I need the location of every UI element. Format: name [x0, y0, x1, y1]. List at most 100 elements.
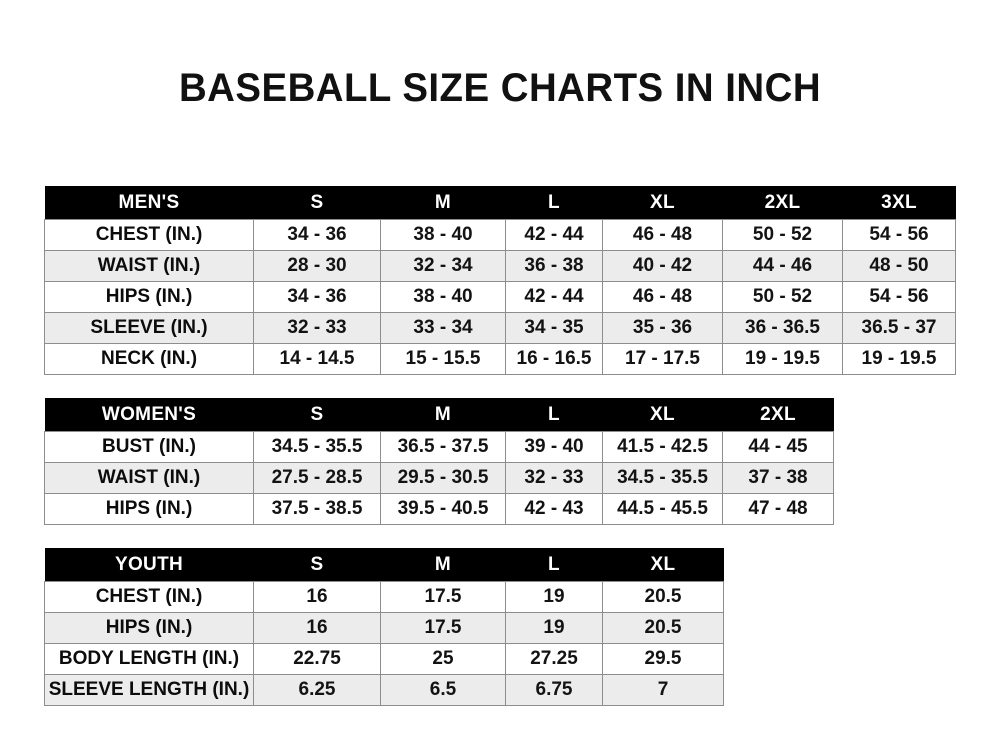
- table-row: BODY LENGTH (IN.) 22.75 25 27.25 29.5: [44, 643, 724, 675]
- womens-column-header-m: M: [380, 398, 506, 432]
- mens-column-header-l: L: [505, 186, 603, 220]
- womens-column-header-2xl: 2XL: [722, 398, 834, 432]
- cell: 32 - 33: [253, 312, 381, 344]
- cell: 41.5 - 42.5: [602, 431, 723, 463]
- cell: 19 - 19.5: [842, 343, 956, 375]
- cell: 54 - 56: [842, 219, 956, 251]
- cell: 20.5: [602, 612, 724, 644]
- mens-header-row: MEN'S S M L XL 2XL 3XL: [44, 186, 956, 220]
- row-label-hips: HIPS (IN.): [44, 612, 254, 644]
- cell: 36 - 36.5: [722, 312, 843, 344]
- mens-column-header-m: M: [380, 186, 506, 220]
- row-label-hips: HIPS (IN.): [44, 281, 254, 313]
- mens-table-name: MEN'S: [44, 186, 254, 220]
- cell: 42 - 44: [505, 219, 603, 251]
- cell: 19 - 19.5: [722, 343, 843, 375]
- row-label-neck: NECK (IN.): [44, 343, 254, 375]
- cell: 35 - 36: [602, 312, 723, 344]
- cell: 34 - 36: [253, 281, 381, 313]
- table-row: HIPS (IN.) 34 - 36 38 - 40 42 - 44 46 - …: [44, 281, 956, 313]
- cell: 6.25: [253, 674, 381, 706]
- cell: 19: [505, 612, 603, 644]
- table-row: HIPS (IN.) 37.5 - 38.5 39.5 - 40.5 42 - …: [44, 493, 834, 525]
- table-row: HIPS (IN.) 16 17.5 19 20.5: [44, 612, 724, 644]
- cell: 40 - 42: [602, 250, 723, 282]
- womens-table-name: WOMEN'S: [44, 398, 254, 432]
- womens-size-table: WOMEN'S S M L XL 2XL BUST (IN.) 34.5 - 3…: [44, 398, 834, 525]
- cell: 46 - 48: [602, 219, 723, 251]
- cell: 33 - 34: [380, 312, 506, 344]
- mens-column-header-s: S: [253, 186, 381, 220]
- cell: 54 - 56: [842, 281, 956, 313]
- row-label-waist: WAIST (IN.): [44, 250, 254, 282]
- cell: 14 - 14.5: [253, 343, 381, 375]
- row-label-chest: CHEST (IN.): [44, 219, 254, 251]
- cell: 28 - 30: [253, 250, 381, 282]
- cell: 25: [380, 643, 506, 675]
- table-row: NECK (IN.) 14 - 14.5 15 - 15.5 16 - 16.5…: [44, 343, 956, 375]
- cell: 44.5 - 45.5: [602, 493, 723, 525]
- cell: 7: [602, 674, 724, 706]
- cell: 36.5 - 37.5: [380, 431, 506, 463]
- mens-column-header-3xl: 3XL: [842, 186, 956, 220]
- cell: 39 - 40: [505, 431, 603, 463]
- cell: 6.5: [380, 674, 506, 706]
- row-label-bust: BUST (IN.): [44, 431, 254, 463]
- row-label-sleeve-length: SLEEVE LENGTH (IN.): [44, 674, 254, 706]
- mens-size-table: MEN'S S M L XL 2XL 3XL CHEST (IN.) 34 - …: [44, 186, 956, 375]
- youth-column-header-s: S: [253, 548, 381, 582]
- cell: 27.5 - 28.5: [253, 462, 381, 494]
- cell: 36.5 - 37: [842, 312, 956, 344]
- row-label-hips: HIPS (IN.): [44, 493, 254, 525]
- cell: 34 - 35: [505, 312, 603, 344]
- cell: 44 - 45: [722, 431, 834, 463]
- row-label-waist: WAIST (IN.): [44, 462, 254, 494]
- cell: 42 - 44: [505, 281, 603, 313]
- table-row: SLEEVE LENGTH (IN.) 6.25 6.5 6.75 7: [44, 674, 724, 706]
- cell: 34.5 - 35.5: [253, 431, 381, 463]
- cell: 17.5: [380, 581, 506, 613]
- cell: 16: [253, 612, 381, 644]
- cell: 20.5: [602, 581, 724, 613]
- womens-header-row: WOMEN'S S M L XL 2XL: [44, 398, 834, 432]
- cell: 50 - 52: [722, 219, 843, 251]
- cell: 48 - 50: [842, 250, 956, 282]
- cell: 22.75: [253, 643, 381, 675]
- youth-header-row: YOUTH S M L XL: [44, 548, 724, 582]
- youth-column-header-m: M: [380, 548, 506, 582]
- cell: 32 - 33: [505, 462, 603, 494]
- womens-column-header-xl: XL: [602, 398, 723, 432]
- table-row: SLEEVE (IN.) 32 - 33 33 - 34 34 - 35 35 …: [44, 312, 956, 344]
- cell: 6.75: [505, 674, 603, 706]
- cell: 32 - 34: [380, 250, 506, 282]
- cell: 39.5 - 40.5: [380, 493, 506, 525]
- cell: 47 - 48: [722, 493, 834, 525]
- row-label-sleeve: SLEEVE (IN.): [44, 312, 254, 344]
- cell: 15 - 15.5: [380, 343, 506, 375]
- cell: 16 - 16.5: [505, 343, 603, 375]
- cell: 16: [253, 581, 381, 613]
- cell: 34.5 - 35.5: [602, 462, 723, 494]
- cell: 34 - 36: [253, 219, 381, 251]
- mens-column-header-xl: XL: [602, 186, 723, 220]
- table-row: WAIST (IN.) 28 - 30 32 - 34 36 - 38 40 -…: [44, 250, 956, 282]
- cell: 29.5: [602, 643, 724, 675]
- cell: 46 - 48: [602, 281, 723, 313]
- cell: 19: [505, 581, 603, 613]
- cell: 42 - 43: [505, 493, 603, 525]
- cell: 38 - 40: [380, 219, 506, 251]
- row-label-body-length: BODY LENGTH (IN.): [44, 643, 254, 675]
- cell: 27.25: [505, 643, 603, 675]
- youth-table-name: YOUTH: [44, 548, 254, 582]
- cell: 38 - 40: [380, 281, 506, 313]
- table-row: WAIST (IN.) 27.5 - 28.5 29.5 - 30.5 32 -…: [44, 462, 834, 494]
- cell: 36 - 38: [505, 250, 603, 282]
- mens-column-header-2xl: 2XL: [722, 186, 843, 220]
- cell: 17 - 17.5: [602, 343, 723, 375]
- cell: 37 - 38: [722, 462, 834, 494]
- cell: 50 - 52: [722, 281, 843, 313]
- youth-size-table: YOUTH S M L XL CHEST (IN.) 16 17.5 19 20…: [44, 548, 724, 706]
- cell: 29.5 - 30.5: [380, 462, 506, 494]
- table-row: BUST (IN.) 34.5 - 35.5 36.5 - 37.5 39 - …: [44, 431, 834, 463]
